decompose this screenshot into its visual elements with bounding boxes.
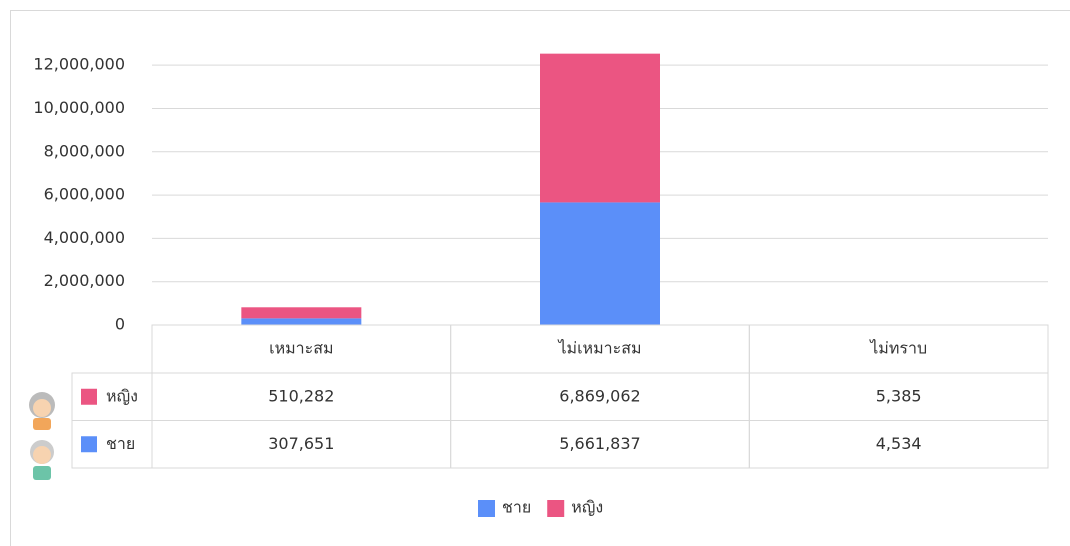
legend-label: ชาย bbox=[502, 498, 531, 517]
legend-key bbox=[478, 500, 495, 517]
table-header: เหมาะสม bbox=[269, 339, 333, 358]
y-tick-label: 0 bbox=[115, 315, 125, 334]
legend-label: หญิง bbox=[571, 498, 603, 517]
y-tick-label: 4,000,000 bbox=[44, 228, 125, 247]
y-tick-label: 6,000,000 bbox=[44, 185, 125, 204]
table-legend-key bbox=[81, 436, 97, 453]
chart-border bbox=[10, 10, 1070, 546]
table-cell bbox=[748, 420, 1049, 469]
table-value: 6,869,062 bbox=[559, 386, 640, 405]
table-value: 4,534 bbox=[876, 434, 922, 453]
table-row-label: หญิง bbox=[106, 386, 138, 405]
y-tick-label: 10,000,000 bbox=[33, 98, 125, 117]
y-tick-label: 8,000,000 bbox=[44, 141, 125, 160]
bar bbox=[241, 318, 362, 325]
table-legend-key bbox=[81, 388, 97, 405]
male-icon bbox=[30, 440, 54, 480]
bar bbox=[241, 307, 362, 319]
female-icon bbox=[29, 392, 55, 430]
table-value: 510,282 bbox=[268, 386, 334, 405]
table-value: 5,661,837 bbox=[559, 434, 640, 453]
table-header: ไม่เหมาะสม bbox=[556, 339, 641, 358]
table-header: ไม่ทราบ bbox=[868, 339, 927, 358]
table-row-label: ชาย bbox=[106, 434, 135, 453]
y-tick-label: 12,000,000 bbox=[33, 55, 125, 74]
table-value: 307,651 bbox=[268, 434, 334, 453]
legend-key bbox=[547, 500, 565, 517]
bar bbox=[540, 53, 660, 203]
table-value: 5,385 bbox=[876, 386, 922, 405]
bar bbox=[540, 202, 660, 325]
y-tick-label: 2,000,000 bbox=[44, 271, 125, 290]
